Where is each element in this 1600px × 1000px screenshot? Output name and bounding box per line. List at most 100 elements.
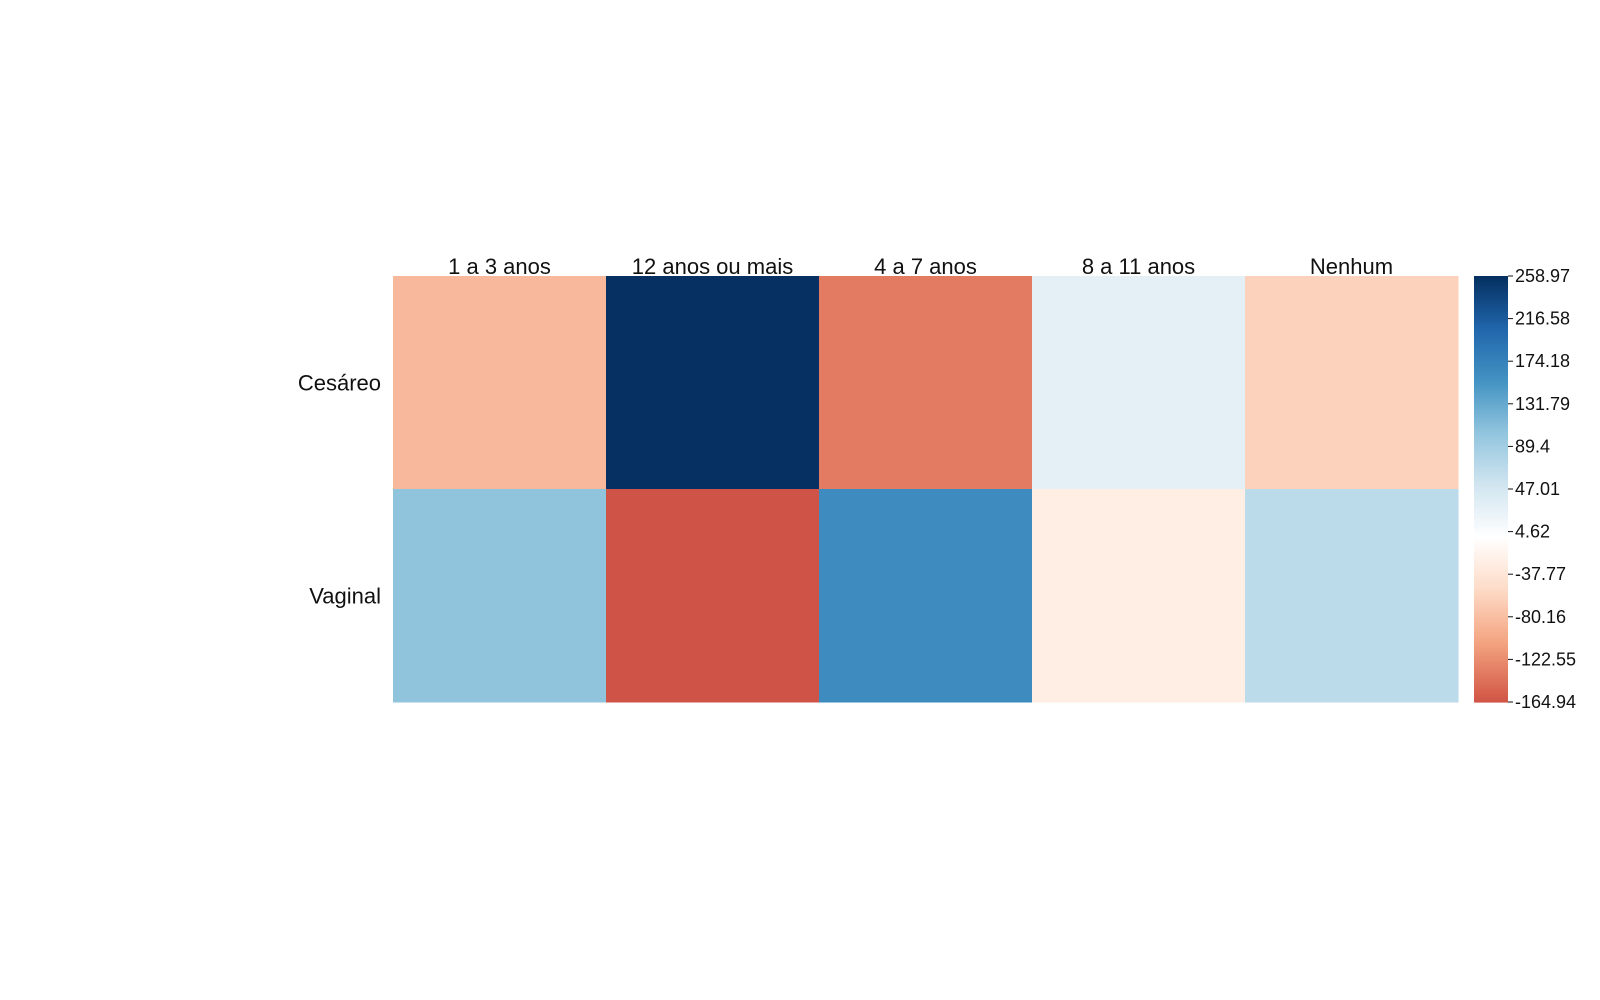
colorbar-segment [1474, 616, 1508, 620]
colorbar-segment [1474, 597, 1508, 601]
colorbar-segment [1474, 371, 1508, 375]
colorbar-segment [1474, 474, 1508, 477]
colorbar-segment [1474, 610, 1508, 614]
colorbar-segment [1474, 288, 1508, 292]
colorbar-segment [1474, 599, 1508, 603]
colorbar-segment [1474, 359, 1508, 362]
colorbar-segment [1474, 523, 1508, 526]
colorbar-segment [1474, 408, 1508, 411]
colorbar-segment [1474, 414, 1508, 418]
colorbar-segment [1474, 373, 1508, 377]
colorbar-segment [1474, 491, 1508, 494]
colorbar-segment [1474, 335, 1508, 339]
colorbar-segment [1474, 459, 1508, 462]
colorbar-segment [1474, 378, 1508, 381]
colorbar-segment [1474, 295, 1508, 298]
colorbar-segment [1474, 484, 1508, 488]
colorbar-segment [1474, 382, 1508, 386]
colorbar-segment [1474, 555, 1508, 558]
heatmap-cell [1032, 489, 1246, 703]
colorbar-segment [1474, 633, 1508, 637]
row-labels: Cesáreo Vaginal [298, 371, 381, 609]
column-label: 12 anos ou mais [632, 254, 793, 279]
colorbar-segment [1474, 640, 1508, 643]
colorbar-segment [1474, 278, 1508, 281]
column-label: 4 a 7 anos [874, 254, 977, 279]
colorbar-segment [1474, 580, 1508, 584]
colorbar-segment [1474, 388, 1508, 392]
colorbar-segment [1474, 310, 1508, 313]
colorbar-tick-label: -164.94 [1515, 692, 1576, 712]
colorbar-tick-label: 131.79 [1515, 394, 1570, 414]
colorbar-segment [1474, 463, 1508, 467]
colorbar-tick-label: -80.16 [1515, 607, 1566, 627]
colorbar-segment [1474, 352, 1508, 356]
colorbar-segment [1474, 435, 1508, 439]
colorbar-tick-label: -122.55 [1515, 649, 1576, 669]
colorbar-segment [1474, 427, 1508, 430]
colorbar-segment [1474, 367, 1508, 371]
colorbar-segment [1474, 363, 1508, 367]
colorbar-segment [1474, 442, 1508, 445]
heatmap-cell [606, 276, 820, 490]
colorbar-segment [1474, 574, 1508, 577]
colorbar-segment [1474, 510, 1508, 514]
colorbar-segment [1474, 337, 1508, 341]
colorbar-segment [1474, 565, 1508, 569]
colorbar-segment [1474, 646, 1508, 650]
colorbar-segment [1474, 410, 1508, 413]
colorbar-segment [1474, 629, 1508, 633]
colorbar-segment [1474, 567, 1508, 571]
colorbar-segment [1474, 576, 1508, 580]
column-label: Nenhum [1310, 254, 1393, 279]
colorbar-segment [1474, 508, 1508, 511]
colorbar-segment [1474, 518, 1508, 522]
colorbar-segment [1474, 391, 1508, 394]
colorbar-segment [1474, 307, 1508, 311]
colorbar-segment [1474, 591, 1508, 594]
colorbar-segment [1474, 595, 1508, 599]
colorbar-segment [1474, 478, 1508, 482]
colorbar-segment [1474, 618, 1508, 622]
heatmap-cell [1245, 276, 1459, 490]
heatmap-cells [393, 276, 1459, 703]
colorbar-segment [1474, 342, 1508, 345]
colorbar-segment [1474, 621, 1508, 624]
colorbar-segment [1474, 635, 1508, 639]
colorbar-segment [1474, 586, 1508, 590]
heatmap-cell [819, 276, 1033, 490]
colorbar-segment [1474, 676, 1508, 680]
colorbar-segment [1474, 589, 1508, 592]
colorbar-segment [1474, 461, 1508, 465]
colorbar-segment [1474, 418, 1508, 422]
colorbar-segment [1474, 450, 1508, 454]
colorbar-segment [1474, 327, 1508, 330]
colorbar-segment [1474, 324, 1508, 328]
heatmap-cell [393, 276, 607, 490]
colorbar-segment [1474, 384, 1508, 388]
colorbar-segment [1474, 642, 1508, 646]
colorbar-segment [1474, 316, 1508, 320]
colorbar-segment [1474, 659, 1508, 663]
colorbar-segment [1474, 614, 1508, 618]
colorbar-segment [1474, 318, 1508, 322]
colorbar-segment [1474, 361, 1508, 364]
colorbar-segment [1474, 687, 1508, 690]
colorbar-segment [1474, 682, 1508, 686]
colorbar-segment [1474, 339, 1508, 343]
colorbar-segment [1474, 397, 1508, 401]
colorbar-segment [1474, 365, 1508, 369]
colorbar-segment [1474, 333, 1508, 337]
colorbar-segment [1474, 569, 1508, 573]
colorbar-segment [1474, 303, 1508, 307]
colorbar-tick-label: 174.18 [1515, 351, 1570, 371]
colorbar-segment [1474, 305, 1508, 309]
colorbar-segment [1474, 354, 1508, 358]
colorbar-segment [1474, 608, 1508, 612]
colorbar-segment [1474, 638, 1508, 641]
colorbar-segment [1474, 593, 1508, 597]
colorbar-segment [1474, 678, 1508, 682]
colorbar-tick-label: 47.01 [1515, 479, 1560, 499]
colorbar-segment [1474, 542, 1508, 545]
colorbar-segment [1474, 276, 1508, 279]
